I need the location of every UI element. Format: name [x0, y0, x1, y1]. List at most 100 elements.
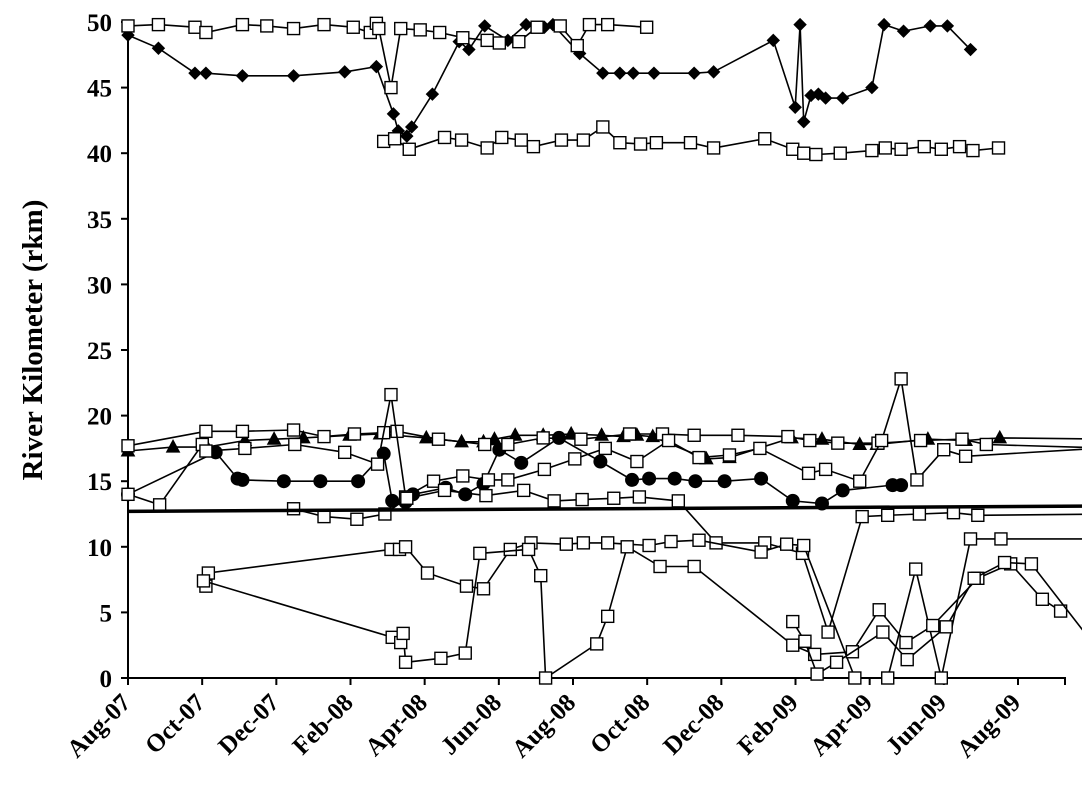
data-point-square — [196, 574, 211, 588]
data-point-square — [758, 132, 772, 146]
data-point-diamond — [386, 107, 401, 121]
data-point-square — [260, 19, 274, 33]
data-point-square — [878, 141, 892, 155]
data-point-square — [372, 21, 386, 36]
data-point-square — [600, 609, 615, 624]
data-point-square — [633, 137, 648, 151]
data-point-square — [350, 512, 364, 526]
data-point-square — [909, 562, 923, 576]
data-point-circle — [235, 472, 250, 487]
data-point-square — [991, 141, 1006, 155]
data-point-square — [912, 507, 927, 521]
data-point-square — [622, 427, 637, 441]
data-point-square — [692, 450, 706, 465]
data-point-square — [937, 443, 951, 457]
y-axis: 0 5 10 15 20 25 30 35 40 45 50 — [87, 10, 129, 693]
data-point-square — [199, 444, 213, 458]
data-point-diamond — [865, 80, 879, 95]
data-point-square — [821, 625, 835, 639]
data-point-square — [454, 133, 469, 147]
reference-line — [127, 504, 1082, 514]
data-point-square — [547, 494, 561, 508]
data-point-square — [501, 473, 515, 487]
y-tick-label: 40 — [87, 141, 112, 168]
data-point-square — [797, 538, 811, 553]
data-point-square — [151, 17, 166, 32]
data-point-diamond — [788, 100, 802, 114]
data-point-square — [512, 34, 526, 49]
data-point-square — [317, 429, 331, 444]
x-tick-label: Feb-08 — [288, 689, 359, 760]
data-point-square — [809, 147, 823, 162]
data-point-square — [803, 433, 817, 448]
data-point-square — [899, 635, 913, 650]
data-point-diamond — [400, 129, 414, 143]
y-tick-label: 0 — [100, 666, 113, 693]
data-point-square — [570, 38, 584, 53]
data-point-square — [346, 20, 360, 34]
data-point-triangle — [165, 439, 181, 453]
data-point-square — [431, 432, 446, 446]
data-point-square — [872, 603, 886, 617]
data-point-square — [420, 566, 435, 580]
data-point-triangle — [992, 429, 1008, 444]
data-point-square — [613, 136, 627, 150]
data-point-square — [538, 671, 553, 685]
data-point-square — [526, 139, 541, 154]
data-point-diamond — [613, 66, 627, 80]
data-point-triangle — [594, 427, 609, 441]
data-point-square — [786, 614, 800, 629]
data-point-square — [855, 509, 869, 524]
data-point-square — [831, 436, 845, 450]
data-point-square — [600, 536, 615, 550]
data-point-square — [900, 652, 914, 667]
data-point-square — [630, 454, 644, 469]
data-point-square — [881, 671, 895, 685]
data-point-square — [876, 625, 890, 639]
data-point-square — [913, 433, 928, 448]
data-point-diamond — [151, 41, 166, 55]
data-point-circle — [667, 471, 682, 486]
data-point-square — [979, 437, 994, 452]
y-tick-label: 45 — [87, 76, 112, 103]
data-point-square — [537, 462, 552, 477]
data-point-diamond — [940, 19, 955, 33]
data-point-diamond — [766, 33, 780, 48]
data-point-circle — [688, 474, 703, 489]
data-point-square — [576, 536, 591, 550]
data-point-square — [481, 473, 496, 487]
data-point-square — [402, 142, 416, 156]
data-point-square — [514, 133, 528, 147]
data-point-square — [480, 141, 494, 155]
data-point-square — [952, 139, 967, 154]
y-axis-title: River Kilometer (rkm) — [17, 200, 49, 481]
data-point-square — [786, 142, 800, 156]
data-point-circle — [894, 478, 909, 493]
data-point-square — [456, 469, 470, 483]
data-point-square — [317, 17, 331, 32]
data-point-square — [347, 427, 362, 441]
data-point-square — [553, 19, 567, 33]
data-point-square — [188, 20, 202, 34]
data-point-circle — [276, 474, 291, 489]
data-point-square — [607, 491, 621, 505]
data-point-square — [554, 133, 569, 147]
data-point-square — [479, 488, 493, 503]
data-point-square — [754, 545, 768, 559]
data-point-square — [376, 134, 391, 149]
data-point-triangle — [266, 431, 282, 445]
x-tick-label: Apr-08 — [360, 689, 432, 761]
data-point-square — [521, 542, 536, 557]
x-tick-label: Jun-08 — [436, 689, 507, 760]
data-point-square — [384, 387, 398, 402]
data-point-square — [798, 634, 812, 648]
data-point-square — [396, 626, 410, 641]
data-point-square — [955, 432, 969, 446]
data-point-square — [400, 491, 414, 505]
data-point-circle — [835, 483, 850, 498]
data-point-square — [199, 25, 213, 40]
data-point-square — [971, 508, 985, 523]
data-point-square — [1053, 604, 1068, 618]
data-point-square — [235, 424, 250, 439]
